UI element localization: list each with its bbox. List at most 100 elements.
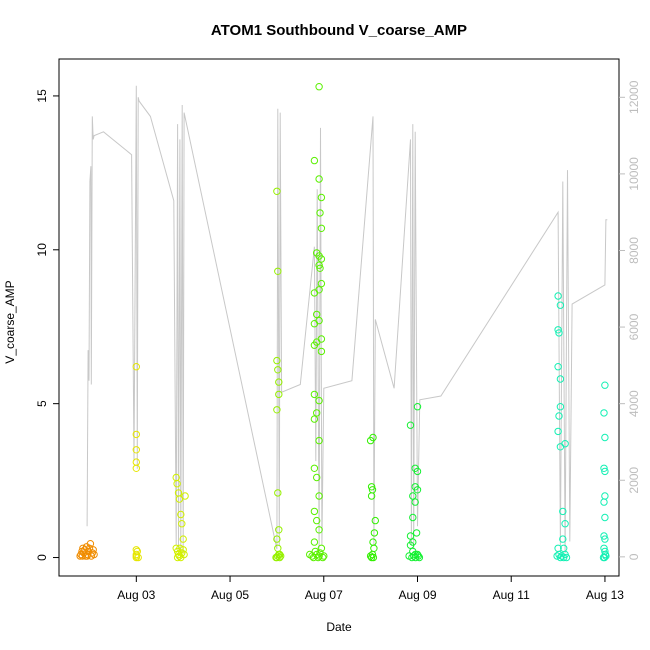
data-point [310,320,319,328]
data-point [173,480,181,488]
data-point [319,553,327,562]
data-point [366,436,375,445]
data-point [310,538,319,546]
data-point [132,458,141,466]
data-point [310,464,319,472]
data-point [315,175,323,183]
data-point [369,538,377,546]
data-point [601,467,609,476]
data-point [315,261,323,269]
data-point [274,267,282,275]
data-point [310,507,319,516]
data-point [370,544,378,552]
data-point [315,526,323,534]
data-point [556,403,565,411]
data-point [89,546,97,554]
points-layer [76,83,610,562]
data-point [273,187,281,196]
data-point [317,255,326,263]
data-point [409,492,417,500]
data-point [601,433,609,442]
data-point [134,553,142,562]
data-point [315,83,323,91]
data-point [320,552,328,560]
data-point [316,209,324,217]
data-point [414,552,423,560]
y-tick-label: 5 [35,400,49,407]
data-point [181,492,189,500]
data-point [176,544,184,552]
data-point [306,550,314,559]
data-point [415,553,424,562]
data-point [600,498,608,506]
data-point [406,532,415,540]
y2-tick-label: 6000 [627,313,641,340]
data-point [273,406,281,414]
data-point [132,363,141,371]
data-point [86,540,95,548]
data-point [561,440,569,448]
y2-tick-label: 10000 [627,157,641,191]
data-point [313,409,321,417]
data-point [277,552,285,560]
y2-tick-label: 8000 [627,237,641,264]
data-point [553,552,561,560]
data-point [310,415,319,423]
data-point [413,403,422,411]
data-point [601,535,609,543]
data-point [554,427,562,436]
data-point [555,412,563,420]
data-point [273,535,281,543]
data-point [175,495,184,503]
chart-title: ATOM1 Southbound V_coarse_AMP [211,22,467,39]
y-tick-label: 0 [35,554,49,561]
data-point [315,396,323,405]
data-point [274,366,282,374]
data-point [412,529,421,537]
data-point [315,492,323,500]
data-point [556,375,565,383]
data-point [367,483,376,491]
data-point [310,341,319,349]
data-point [601,492,609,500]
data-point [413,467,422,476]
data-point [599,553,608,562]
data-point [132,446,141,454]
data-point [276,550,284,559]
data-point [556,443,565,451]
y2-tick-label: 4000 [627,390,641,417]
data-point [83,552,91,560]
data-point [405,552,413,560]
data-point [317,279,326,288]
data-point [179,535,187,543]
data-point [370,529,379,537]
data-point [90,550,98,559]
x-tick-label: Aug 11 [493,588,530,602]
data-point [561,520,569,528]
data-point [554,292,562,300]
data-point [555,329,563,337]
data-point [317,193,326,202]
data-point [313,516,321,525]
data-point [411,498,419,506]
data-point [316,264,324,272]
data-point [132,430,141,439]
y-tick-label: 15 [35,89,49,103]
x-tick-label: Aug 09 [398,588,436,602]
data-point [313,473,321,482]
y2-tick-label: 0 [627,553,641,560]
y2-tick-label: 12000 [627,80,641,114]
x-tick-label: Aug 13 [586,588,624,602]
data-point [600,409,608,417]
y2-tick-label: 2000 [627,467,641,494]
data-point [413,486,422,494]
x-tick-label: Aug 03 [117,588,155,602]
secondary-trace-layer [86,85,608,554]
data-point [276,553,284,562]
data-point [275,526,283,534]
data-point [273,356,281,365]
data-point [132,464,141,472]
data-point [275,378,283,386]
data-point [562,553,571,562]
